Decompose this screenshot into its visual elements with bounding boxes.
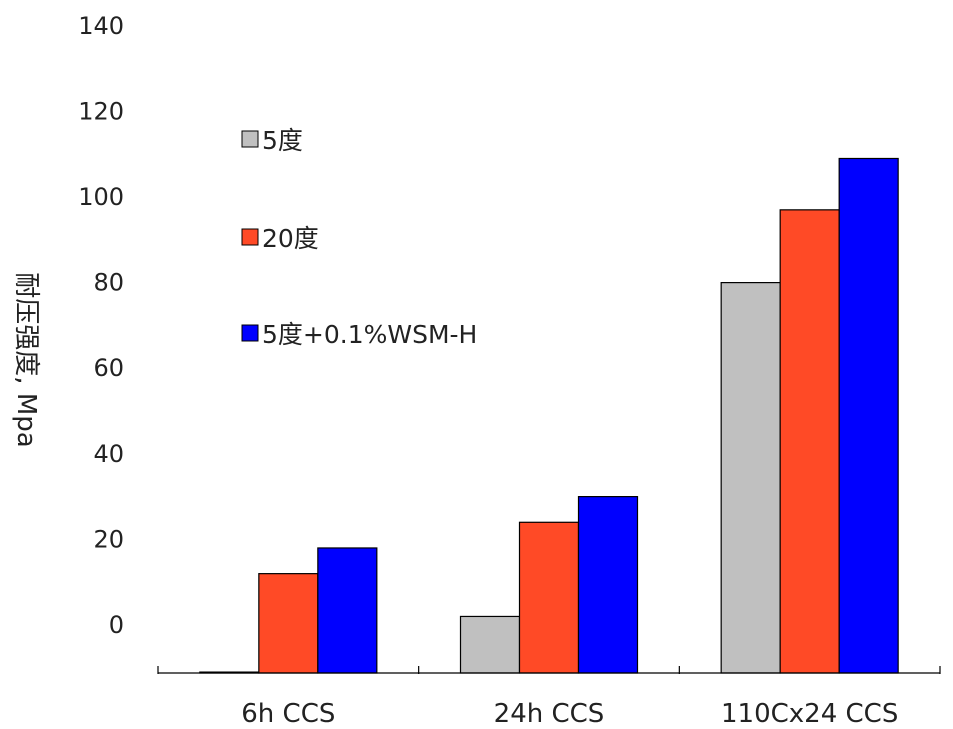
- legend-label: 5度+0.1%WSM-H: [262, 320, 477, 349]
- bar: [518, 521, 580, 674]
- x-axis-category-labels: 6h CCS 24h CCS 110Cx24 CCS: [241, 699, 898, 729]
- y-tick-label: 140: [78, 12, 124, 40]
- legend-label: 5度: [262, 126, 303, 155]
- bar: [258, 573, 319, 674]
- legend: 5度 20度 5度+0.1%WSM-H: [241, 126, 477, 349]
- y-tick-label: 120: [78, 97, 124, 125]
- bar: [838, 157, 899, 674]
- legend-swatch: [241, 228, 259, 246]
- bar: [317, 547, 378, 674]
- y-tick-label: 40: [93, 440, 124, 468]
- y-tick-label: 60: [93, 354, 124, 382]
- bar: [577, 496, 639, 674]
- legend-swatch: [241, 324, 259, 342]
- x-category-label: 24h CCS: [494, 699, 605, 729]
- x-category-label: 110Cx24 CCS: [721, 699, 898, 729]
- bar: [459, 615, 521, 674]
- x-axis-ticks: [157, 666, 941, 674]
- legend-label: 20度: [262, 224, 319, 253]
- y-axis-title: 耐压强度, Mpa: [11, 272, 41, 447]
- legend-swatch: [241, 130, 259, 148]
- y-tick-label: 80: [93, 269, 124, 297]
- bars-group: [199, 157, 899, 674]
- y-tick-label: 0: [109, 611, 124, 639]
- y-axis-tick-labels: 0 20 40 60 80 100 120 140: [78, 12, 124, 639]
- y-tick-label: 20: [93, 525, 124, 553]
- bar: [720, 282, 781, 674]
- y-tick-label: 100: [78, 183, 124, 211]
- bar: [779, 209, 840, 674]
- x-category-label: 6h CCS: [241, 699, 335, 729]
